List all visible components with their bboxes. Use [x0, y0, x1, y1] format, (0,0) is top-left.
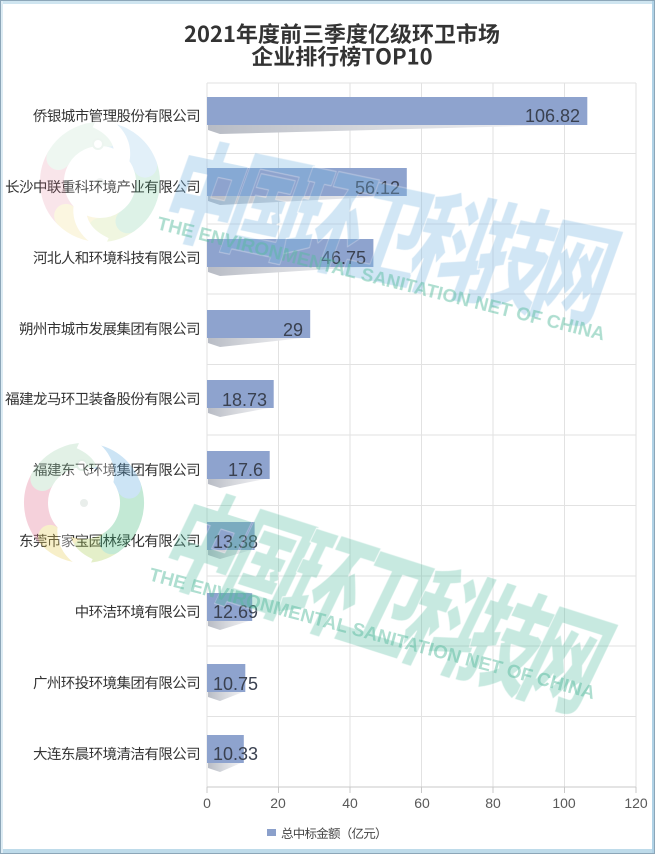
svg-text:106.82: 106.82: [525, 106, 580, 126]
svg-text:29: 29: [283, 320, 303, 340]
svg-text:80: 80: [485, 795, 501, 811]
svg-text:17.6: 17.6: [228, 460, 263, 480]
svg-text:20: 20: [270, 795, 286, 811]
svg-text:60: 60: [414, 795, 430, 811]
svg-text:120: 120: [624, 795, 648, 811]
svg-text:10.33: 10.33: [213, 744, 258, 764]
svg-text:18.73: 18.73: [222, 390, 267, 410]
svg-text:40: 40: [342, 795, 358, 811]
svg-text:10.75: 10.75: [213, 674, 258, 694]
svg-text:0: 0: [203, 795, 211, 811]
svg-text:100: 100: [552, 795, 576, 811]
